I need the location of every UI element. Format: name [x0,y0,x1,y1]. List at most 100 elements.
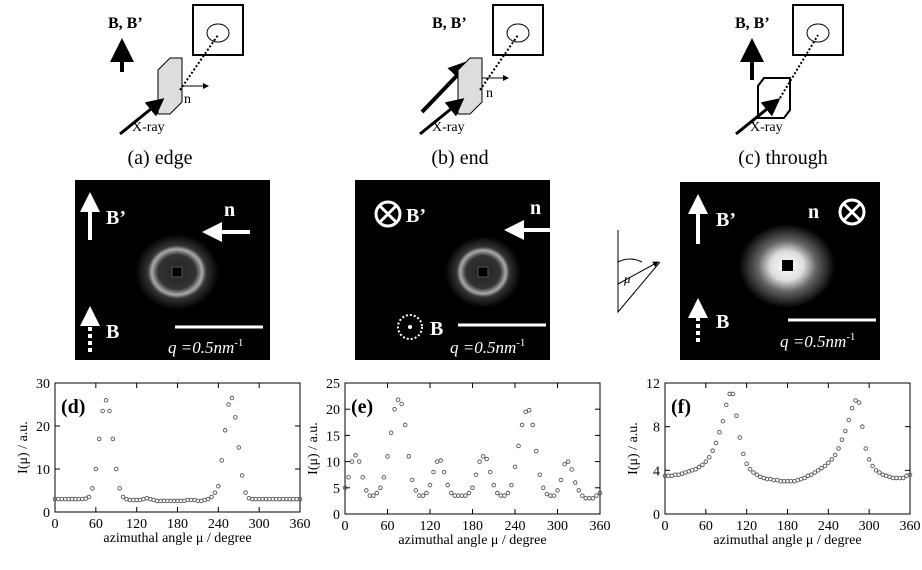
x-tick-label: 180 [167,517,188,532]
data-point [850,406,854,410]
angle-label: μ [623,271,631,286]
data-point [118,487,122,491]
scale-label: q =0.5nm-1 [780,331,855,351]
data-point [810,473,814,477]
data-point [457,494,461,498]
data-point [534,449,538,453]
data-point [570,468,574,472]
x-axis-label: azimuthal angle μ / degree [103,531,251,546]
scale-text: q =0.5nm [450,338,516,357]
panel-label: (d) [61,396,85,418]
data-point [549,494,553,498]
data-point [108,409,112,413]
data-point [711,449,715,453]
data-point [421,494,425,498]
data-point [206,497,210,501]
magnet-label: B [430,318,443,340]
data-point [538,473,542,477]
panel-label: (f) [671,396,691,418]
beam-label: X-ray [750,120,783,135]
data-point [878,471,882,475]
x-tick-label: 360 [290,517,311,532]
data-point [350,460,354,464]
data-point [439,459,443,463]
scale-exponent: -1 [846,331,855,343]
data-point [414,489,418,493]
data-point [820,466,824,470]
diagram-c: B, B’ X-ray (c) through [735,5,843,169]
data-point [403,423,407,427]
data-point [542,486,546,490]
scale-label: q =0.5nm-1 [168,337,243,357]
data-point [510,483,514,487]
data-point [816,469,820,473]
scale-exponent: -1 [516,337,525,349]
x-tick-label: 60 [89,517,103,532]
y-tick-label: 8 [653,421,660,436]
figure: B, B’ n X-ray (a) edge B, B’ n X-ray (b)… [0,0,922,570]
data-point [114,467,118,471]
data-point [556,489,560,493]
data-point [573,481,577,485]
data-point [577,489,581,493]
data-point [584,496,588,500]
data-point [471,486,475,490]
x-tick-label: 120 [736,519,757,534]
data-point [527,408,531,412]
x-axis-label: azimuthal angle μ / degree [713,533,861,548]
data-point [375,491,379,495]
data-point [410,478,414,482]
data-point [701,463,705,467]
field-label: B, B’ [735,15,770,32]
data-point [506,491,510,495]
data-point [464,494,468,498]
field-label: B’ [106,207,126,229]
diagram-a: B, B’ n X-ray (a) edge [108,5,243,169]
data-point [724,403,728,407]
caption: (a) edge [128,147,193,169]
data-point [595,494,599,498]
data-point [432,470,436,474]
data-point [372,494,376,498]
data-point [104,398,108,402]
scale-text: q =0.5nm [780,332,846,351]
data-point [559,478,563,482]
data-point [347,476,351,480]
x-tick-label: 0 [342,519,349,534]
data-point [97,437,101,441]
y-tick-label: 20 [326,403,340,418]
y-axis-label: I(μ) / a.u. [16,421,31,474]
field-label: B, B’ [432,15,467,32]
data-point [861,425,865,429]
normal-label: n [808,201,819,223]
plot-frame [345,383,600,514]
y-tick-label: 10 [36,463,50,478]
scale-label: q =0.5nm-1 [450,337,525,357]
data-point [803,476,807,480]
data-point [428,483,432,487]
data-point [864,447,868,451]
data-point [354,454,358,458]
data-point [234,416,238,420]
x-tick-label: 240 [505,519,526,534]
data-point [694,467,698,471]
y-tick-label: 20 [36,420,50,435]
data-point [704,460,708,464]
data-point [531,423,535,427]
data-point [520,423,524,427]
data-point [857,401,861,405]
x-tick-label: 120 [420,519,441,534]
data-point [714,441,718,445]
y-axis-label: I(μ) / a.u. [306,422,321,475]
caption: (c) through [738,147,827,169]
data-point [748,467,752,471]
y-tick-label: 10 [326,456,340,471]
x-tick-label: 300 [547,519,568,534]
data-point [566,460,570,464]
x-tick-label: 180 [777,519,798,534]
data-point [485,457,489,461]
data-point [478,460,482,464]
data-point [844,429,848,433]
data-point [552,494,556,498]
pattern-c: B’ n B q =0.5nm-1 [680,182,880,360]
